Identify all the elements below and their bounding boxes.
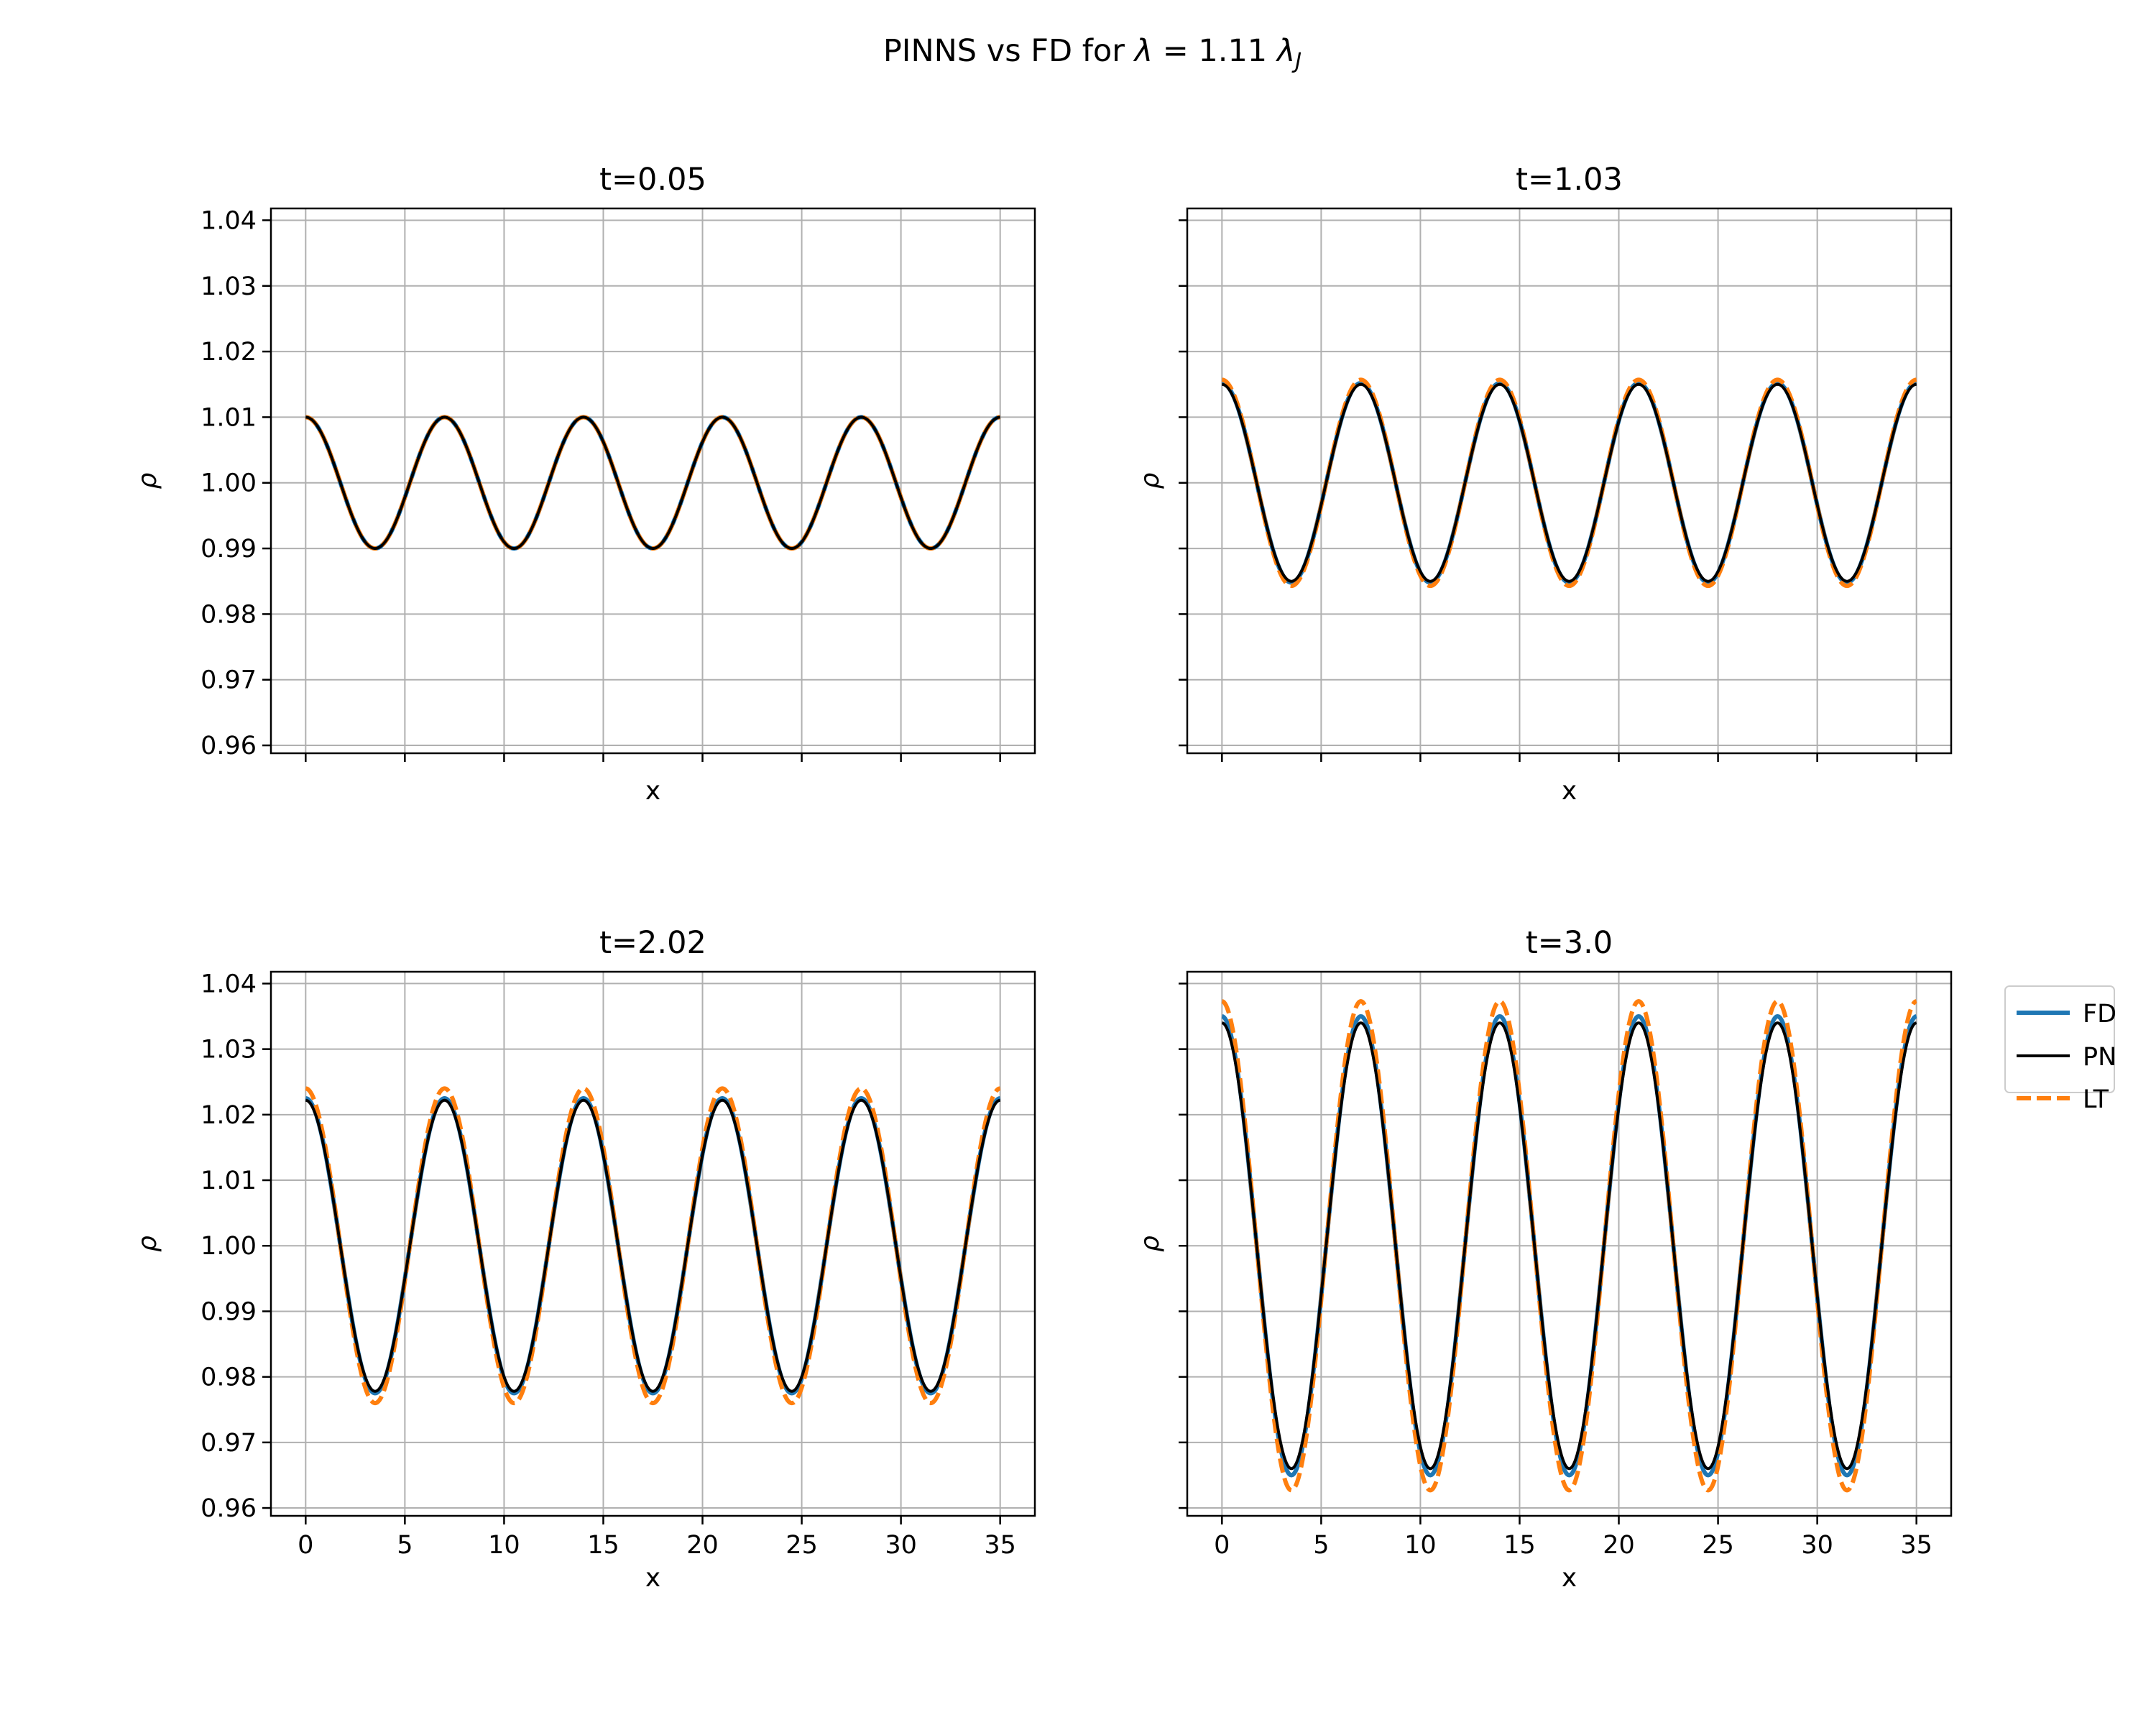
x-tick-label: 20 — [1603, 1531, 1635, 1560]
axes-frame — [270, 970, 1036, 1517]
y-tick-label: 0.99 — [201, 535, 257, 564]
series-pn-line — [305, 415, 1001, 551]
panel-title: t=0.05 — [599, 162, 706, 198]
x-tick-label: 5 — [397, 1531, 413, 1560]
panel-t202: 0 5 10 15 20 25 30 35 0.96 0.97 0.98 0.99 1.00 1.01 1.… — [133, 925, 1036, 1593]
x-tick-label: 10 — [488, 1531, 520, 1560]
y-tick-label: 1.04 — [201, 970, 257, 998]
y-axis-label: ρ — [133, 1236, 162, 1252]
x-tick-label: 30 — [885, 1531, 917, 1560]
y-tick-label: 1.02 — [201, 1101, 257, 1130]
y-tick-label: 1.00 — [201, 469, 257, 498]
x-axis-label: x — [1562, 776, 1577, 806]
series-pn-line — [1221, 382, 1917, 583]
y-tick-label: 0.96 — [201, 1494, 257, 1523]
y-tick-label: 1.01 — [201, 403, 257, 432]
panel-title: t=3.0 — [1526, 925, 1613, 961]
legend-lt-label: LT — [2083, 1085, 2109, 1114]
panel-t30: 0 5 10 15 20 25 30 35 t=3.0 x ρ — [1135, 925, 1953, 1593]
x-axis-label: x — [645, 1563, 660, 1593]
subplots: 0.96 0.97 0.98 0.99 1.00 1.01 1.02 1.03 1.04 t=0.… — [133, 162, 1953, 1593]
y-tick-label: 0.98 — [201, 1363, 257, 1392]
x-tick-label: 15 — [1503, 1531, 1536, 1560]
x-axis-label: x — [1562, 1563, 1577, 1593]
panel-t103: t=1.03 x ρ — [1135, 162, 1953, 806]
legend: FD PN LT — [2004, 985, 2116, 1114]
y-tick-label: 1.04 — [201, 206, 257, 235]
figure-title: PINNS vs FD for λ = 1.11 λJ — [883, 33, 1302, 74]
y-tick-label: 0.99 — [201, 1297, 257, 1326]
legend-pn-label: PN — [2083, 1043, 2116, 1072]
legend-fd-label: FD — [2083, 1000, 2116, 1029]
panel-t005: 0.96 0.97 0.98 0.99 1.00 1.01 1.02 1.03 1.04 t=0.… — [133, 162, 1036, 806]
y-tick-label: 1.03 — [201, 272, 257, 301]
y-tick-label: 0.97 — [201, 666, 257, 695]
series-pn-line — [305, 1098, 1001, 1393]
y-tick-label: 0.98 — [201, 600, 257, 629]
x-tick-label: 0 — [1214, 1531, 1230, 1560]
x-tick-label: 15 — [587, 1531, 619, 1560]
axes-frame — [1186, 207, 1953, 755]
x-tick-label: 35 — [1900, 1531, 1932, 1560]
x-tick-label: 20 — [686, 1531, 719, 1560]
axes-frame — [270, 207, 1036, 755]
axes-frame — [1186, 970, 1953, 1517]
x-tick-label: 35 — [984, 1531, 1016, 1560]
x-tick-label: 25 — [786, 1531, 818, 1560]
panel-title: t=2.02 — [599, 925, 706, 961]
y-axis-label: ρ — [133, 472, 162, 489]
y-tick-label: 1.01 — [201, 1167, 257, 1195]
panel-title: t=1.03 — [1516, 162, 1623, 198]
x-tick-label: 10 — [1404, 1531, 1437, 1560]
y-tick-label: 1.00 — [201, 1232, 257, 1261]
x-tick-label: 0 — [298, 1531, 313, 1560]
series-pn-line — [1221, 1021, 1917, 1471]
x-tick-label: 30 — [1801, 1531, 1833, 1560]
y-tick-label: 0.96 — [201, 732, 257, 760]
y-axis-label: ρ — [1135, 472, 1165, 489]
y-axis-label: ρ — [1135, 1236, 1165, 1252]
y-tick-label: 1.03 — [201, 1036, 257, 1064]
x-axis-label: x — [645, 776, 660, 806]
y-tick-label: 0.97 — [201, 1429, 257, 1458]
x-tick-label: 25 — [1702, 1531, 1734, 1560]
x-tick-label: 5 — [1313, 1531, 1329, 1560]
y-tick-label: 1.02 — [201, 338, 257, 367]
